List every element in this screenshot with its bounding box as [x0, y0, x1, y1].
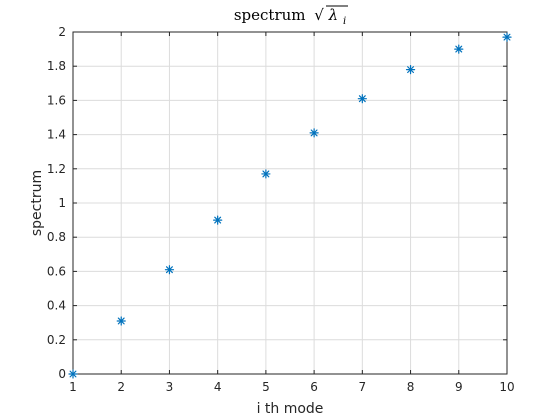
x-tick-labels: 1 2 3 4 5 6 7 8 9 10	[69, 380, 514, 394]
y-tick-label: 2	[58, 25, 66, 39]
x-tick-label: 3	[166, 380, 174, 394]
x-tick-label: 6	[310, 380, 318, 394]
y-tick-label: 0.4	[47, 299, 66, 313]
y-tick-label: 1.4	[47, 128, 66, 142]
y-tick-label: 1.2	[47, 162, 66, 176]
chart-title: spectrum √ λ i	[234, 6, 346, 27]
sqrt-sign: √	[314, 6, 324, 24]
data-point	[116, 316, 126, 326]
data-point	[502, 32, 512, 42]
x-axis-label: i th mode	[257, 401, 324, 417]
x-tick-label: 2	[117, 380, 125, 394]
axes	[72, 31, 508, 375]
y-tick-label: 0.8	[47, 230, 66, 244]
data-point	[357, 94, 367, 104]
data-point	[454, 44, 464, 54]
data-point	[309, 128, 319, 138]
plot-box	[72, 31, 508, 375]
y-tick-label: 1.8	[47, 59, 66, 73]
grid	[72, 31, 508, 375]
x-tick-label: 7	[359, 380, 367, 394]
y-tick-label: 0	[58, 367, 66, 381]
x-tick-label: 9	[455, 380, 463, 394]
x-tick-label: 5	[262, 380, 270, 394]
y-tick-labels: 0 0.2 0.4 0.6 0.8 1 1.2 1.4 1.6 1.8 2	[47, 25, 66, 381]
x-tick-label: 4	[214, 380, 222, 394]
data-point	[405, 65, 416, 75]
y-axis-label: spectrum	[29, 170, 45, 236]
y-tick-label: 1.6	[47, 93, 66, 107]
x-tick-label: 10	[499, 380, 514, 394]
y-tick-label: 0.6	[47, 264, 66, 278]
data-point	[164, 265, 175, 275]
x-tick-label: 8	[407, 380, 415, 394]
y-tick-label: 1	[58, 196, 66, 210]
chart-title-symbol: λ	[328, 6, 339, 24]
data-point	[261, 169, 271, 179]
data-point	[68, 369, 78, 379]
y-tick-label: 0.2	[47, 333, 66, 347]
data-point	[213, 215, 223, 225]
data-points	[68, 32, 512, 379]
chart-title-subscript: i	[343, 16, 346, 27]
x-tick-label: 1	[69, 380, 77, 394]
chart-title-text: spectrum	[234, 6, 306, 24]
